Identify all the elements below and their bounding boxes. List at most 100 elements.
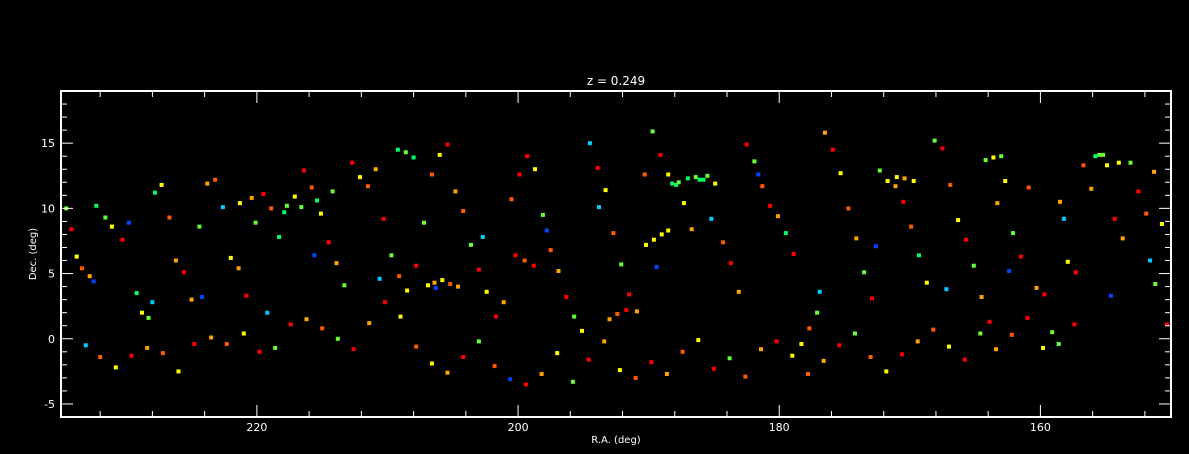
data-point [69,227,74,232]
data-point [597,205,601,210]
data-point [146,315,151,320]
data-point [241,331,246,336]
data-point [445,142,450,147]
data-point [109,224,114,229]
data-point [342,283,347,288]
data-point [365,184,370,189]
data-point [873,244,878,249]
data-point [94,203,99,208]
data-point [422,220,426,225]
y-tick-label: 5 [48,268,55,281]
data-point [783,231,788,236]
data-point [983,158,988,163]
data-point [995,201,1000,206]
data-point [429,361,434,366]
data-point [440,278,445,283]
data-point [709,216,714,221]
data-point [522,258,527,263]
data-point [894,175,899,180]
data-point [159,182,164,187]
data-point [1007,269,1012,273]
data-point [670,181,675,186]
data-point [693,175,698,180]
data-point [548,248,553,253]
data-point [658,152,663,157]
plot-frame [60,90,1172,418]
data-point [654,265,659,269]
data-point [145,345,150,350]
data-point [1089,186,1094,191]
data-point [633,375,638,380]
data-point [83,343,88,348]
data-point [774,339,779,344]
data-point [744,142,749,147]
data-point [603,188,608,193]
data-point [556,269,561,273]
data-point [1042,292,1047,297]
data-point [1011,231,1015,236]
data-point [676,180,681,185]
data-point [1136,189,1141,194]
data-point [531,263,536,268]
data-point [1050,330,1055,335]
data-point [689,227,694,232]
data-point [160,351,165,356]
data-point [192,342,197,346]
data-point [326,240,331,245]
data-point [351,347,356,352]
data-point [634,309,639,314]
data-point [377,276,382,281]
data-point [685,176,690,181]
data-point [650,129,655,134]
data-point [382,300,387,305]
data-point [205,181,210,186]
data-point [991,155,996,160]
data-point [602,339,607,344]
data-point [330,189,335,194]
data-point [979,295,984,299]
data-point [167,215,172,220]
data-point [964,237,968,242]
data-point [533,167,537,172]
data-point [237,201,242,206]
data-point [173,258,178,263]
data-point [944,287,949,292]
data-point [999,154,1004,159]
data-point [572,314,577,319]
data-point [1058,199,1062,204]
y-tick-label: 0 [48,333,55,346]
data-point [947,344,951,349]
data-point [1128,160,1133,165]
data-point [209,335,214,340]
data-point [249,195,254,200]
axis-ticks [61,90,1171,418]
data-point [405,288,410,293]
data-point [539,372,544,376]
data-point [1081,163,1086,168]
data-point [200,295,204,299]
data-point [334,261,339,266]
data-point [1061,216,1066,221]
data-point [395,147,400,152]
data-point [1153,282,1158,286]
data-point [244,293,249,298]
data-point [224,342,229,346]
data-point [176,369,181,374]
data-point [659,232,664,237]
data-point [775,214,780,219]
data-point [1093,154,1098,159]
data-point [978,331,983,336]
data-point [713,181,718,186]
data-point [1026,185,1031,190]
data-point [309,185,314,190]
data-point [901,199,906,204]
x-tick-label: 160 [1030,421,1051,434]
data-point [284,203,289,208]
data-point [150,300,155,305]
data-point [1041,345,1045,350]
data-point [644,242,648,247]
data-point [624,308,629,313]
data-point [501,300,506,305]
data-point [846,206,851,211]
